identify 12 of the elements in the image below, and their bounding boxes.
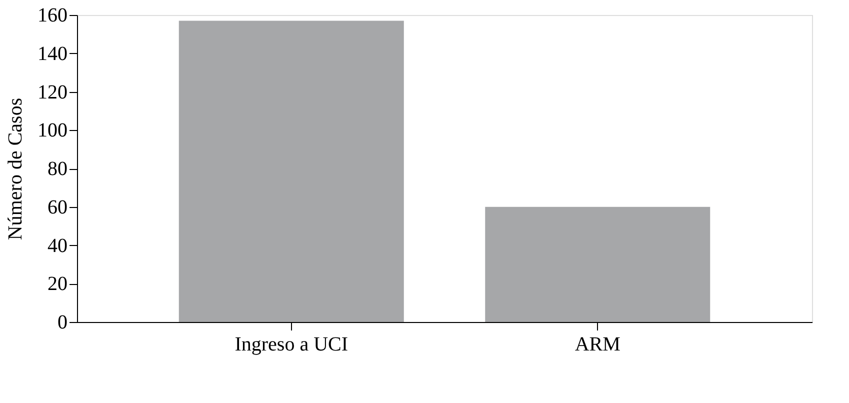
x-tick-label: Ingreso a UCI (234, 334, 348, 356)
y-tick-label: 100 (38, 120, 68, 142)
x-tick-label: ARM (574, 334, 621, 356)
y-tick-label: 160 (38, 4, 68, 26)
y-axis-title: Número de Casos (4, 98, 26, 240)
y-tick-label: 80 (48, 158, 68, 180)
y-tick-label: 20 (48, 273, 68, 296)
y-tick-label: 120 (38, 81, 68, 104)
y-tick-label: 0 (58, 312, 68, 334)
y-tick-label: 60 (48, 196, 68, 218)
y-tick-label: 40 (48, 234, 68, 257)
y-tick-label: 140 (38, 42, 68, 65)
